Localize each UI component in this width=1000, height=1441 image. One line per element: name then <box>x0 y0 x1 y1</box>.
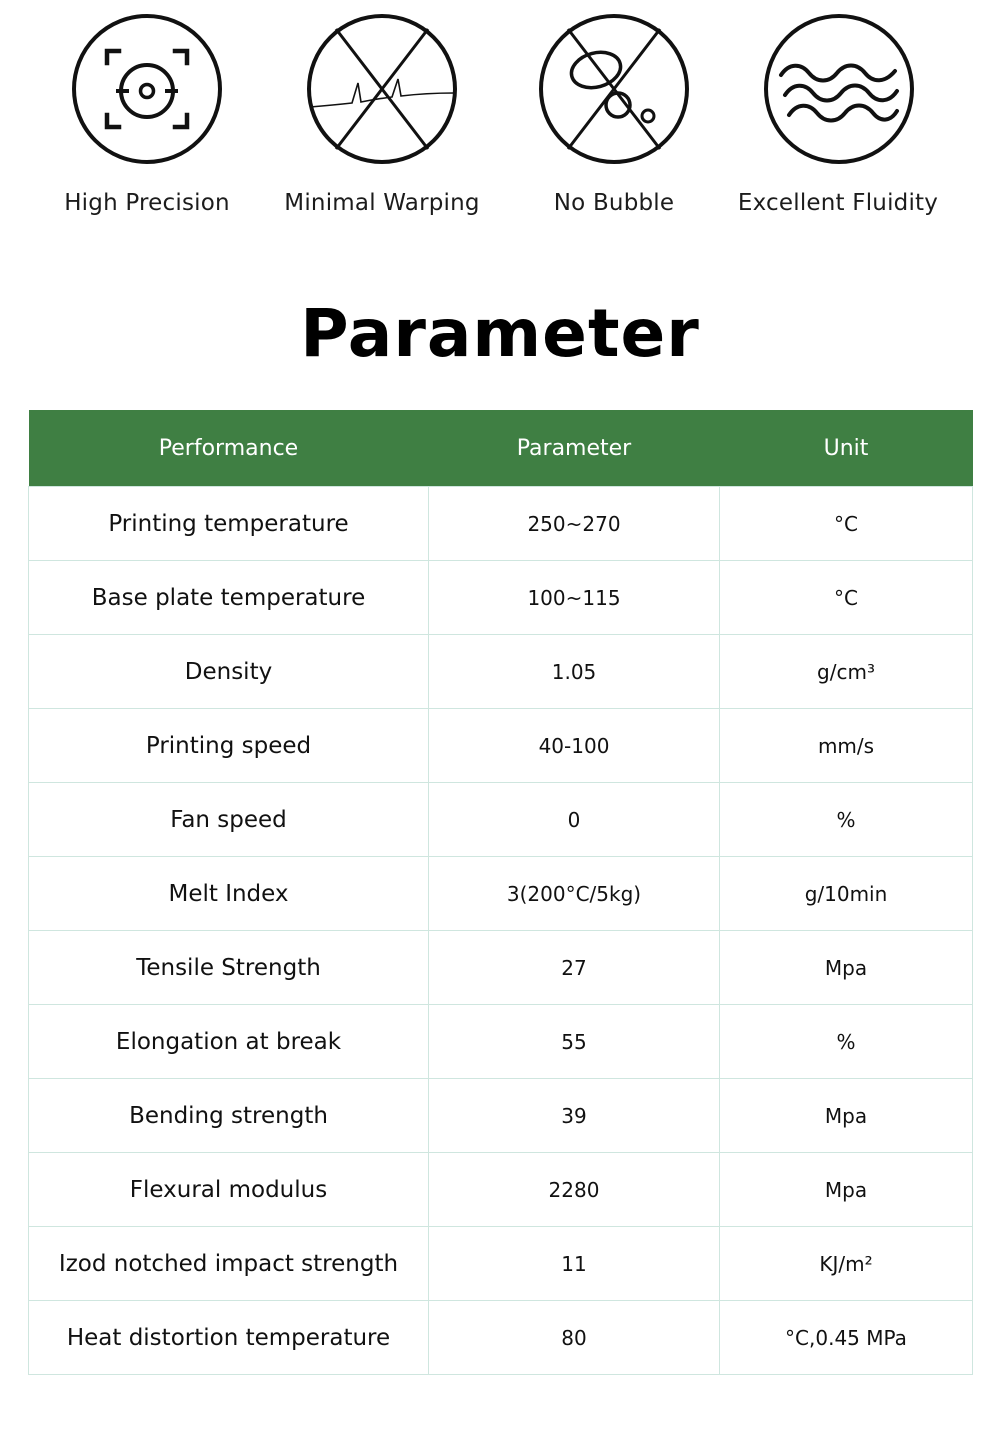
table-header-row: Performance Parameter Unit <box>28 410 973 487</box>
cell-parameter: 0 <box>428 782 720 857</box>
cell-parameter: 11 <box>428 1226 720 1301</box>
cell-unit: KJ/m² <box>719 1226 973 1301</box>
cell-performance: Printing speed <box>28 708 429 783</box>
cell-unit: °C <box>719 560 973 635</box>
cell-unit: Mpa <box>719 930 973 1005</box>
feature-label: No Bubble <box>553 190 675 216</box>
cell-unit: mm/s <box>719 708 973 783</box>
cell-performance: Printing temperature <box>28 486 429 561</box>
cell-parameter: 39 <box>428 1078 720 1153</box>
cell-unit: % <box>719 782 973 857</box>
parameter-table: Performance Parameter Unit Printing temp… <box>28 410 973 1375</box>
cell-performance: Izod notched impact strength <box>28 1226 429 1301</box>
cell-performance: Fan speed <box>28 782 429 857</box>
table-row: Printing speed 40-100 mm/s <box>28 708 973 783</box>
feature-label: High Precision <box>64 190 230 216</box>
table-row: Flexural modulus 2280 Mpa <box>28 1152 973 1227</box>
table-row: Printing temperature 250~270 °C <box>28 486 973 561</box>
cell-parameter: 3(200°C/5kg) <box>428 856 720 931</box>
header-unit: Unit <box>719 410 973 487</box>
cell-performance: Base plate temperature <box>28 560 429 635</box>
cell-parameter: 80 <box>428 1300 720 1375</box>
fluidity-waves-icon <box>763 13 915 165</box>
cell-performance: Elongation at break <box>28 1004 429 1079</box>
cell-parameter: 1.05 <box>428 634 720 709</box>
table-row: Bending strength 39 Mpa <box>28 1078 973 1153</box>
cell-unit: g/cm³ <box>719 634 973 709</box>
cell-unit: °C,0.45 MPa <box>719 1300 973 1375</box>
cell-performance: Tensile Strength <box>28 930 429 1005</box>
cell-performance: Melt Index <box>28 856 429 931</box>
cell-performance: Heat distortion temperature <box>28 1300 429 1375</box>
table-row: Base plate temperature 100~115 °C <box>28 560 973 635</box>
cell-parameter: 55 <box>428 1004 720 1079</box>
cell-parameter: 250~270 <box>428 486 720 561</box>
cell-parameter: 2280 <box>428 1152 720 1227</box>
section-title: Parameter <box>300 295 700 372</box>
table-row: Fan speed 0 % <box>28 782 973 857</box>
cell-performance: Density <box>28 634 429 709</box>
table-row: Heat distortion temperature 80 °C,0.45 M… <box>28 1300 973 1375</box>
feature-label: Minimal Warping <box>284 190 480 216</box>
table-row: Tensile Strength 27 Mpa <box>28 930 973 1005</box>
cell-unit: Mpa <box>719 1078 973 1153</box>
table-row: Elongation at break 55 % <box>28 1004 973 1079</box>
table-row: Izod notched impact strength 11 KJ/m² <box>28 1226 973 1301</box>
cell-performance: Flexural modulus <box>28 1152 429 1227</box>
feature-icons-row: High Precision Minimal Warping No Bubble <box>0 0 1000 260</box>
header-parameter: Parameter <box>428 410 720 487</box>
cell-unit: g/10min <box>719 856 973 931</box>
cell-unit: Mpa <box>719 1152 973 1227</box>
feature-label: Excellent Fluidity <box>737 190 939 216</box>
no-bubble-icon <box>538 13 690 165</box>
minimal-warping-icon <box>306 13 458 165</box>
precision-target-icon <box>71 13 223 165</box>
cell-performance: Bending strength <box>28 1078 429 1153</box>
header-performance: Performance <box>28 410 429 487</box>
table-row: Melt Index 3(200°C/5kg) g/10min <box>28 856 973 931</box>
cell-parameter: 40-100 <box>428 708 720 783</box>
cell-parameter: 100~115 <box>428 560 720 635</box>
cell-parameter: 27 <box>428 930 720 1005</box>
table-row: Density 1.05 g/cm³ <box>28 634 973 709</box>
cell-unit: °C <box>719 486 973 561</box>
cell-unit: % <box>719 1004 973 1079</box>
